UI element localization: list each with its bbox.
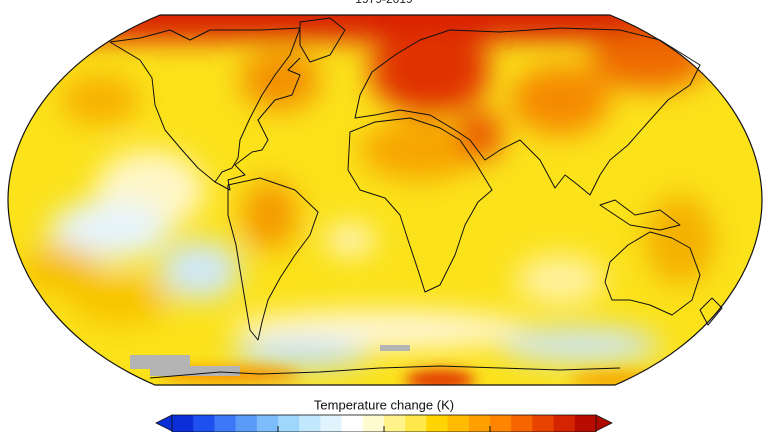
map-border <box>7 14 763 386</box>
colorbar-swatch <box>532 415 555 432</box>
colorbar-swatch <box>320 415 343 432</box>
map-title: 1979-2019 <box>355 0 413 6</box>
colorbar-swatch <box>426 415 449 432</box>
colorbar-swatch <box>172 415 194 432</box>
colorbar-swatch <box>490 415 512 432</box>
colorbar-label: Temperature change (K) <box>314 397 454 412</box>
colorbar-swatch <box>193 415 215 432</box>
temperature-field <box>8 15 762 385</box>
colorbar-swatch <box>511 415 533 432</box>
colorbar-swatch <box>362 415 385 432</box>
colorbar-swatch <box>405 415 427 432</box>
colorbar-swatch <box>278 415 300 432</box>
colorbar-swatch <box>574 415 597 432</box>
coastlines <box>109 17 723 379</box>
colorbar-swatch <box>447 415 470 432</box>
colorbar-swatch <box>468 415 491 432</box>
colorbar-swatch <box>341 415 364 432</box>
colorbar <box>155 414 613 433</box>
colorbar-swatch <box>553 415 576 432</box>
colorbar-swatch <box>214 415 237 432</box>
colorbar-swatch <box>384 415 406 432</box>
colorbar-swatch <box>256 415 279 432</box>
colorbar-swatch <box>299 415 321 432</box>
colorbar-swatch <box>235 415 258 432</box>
